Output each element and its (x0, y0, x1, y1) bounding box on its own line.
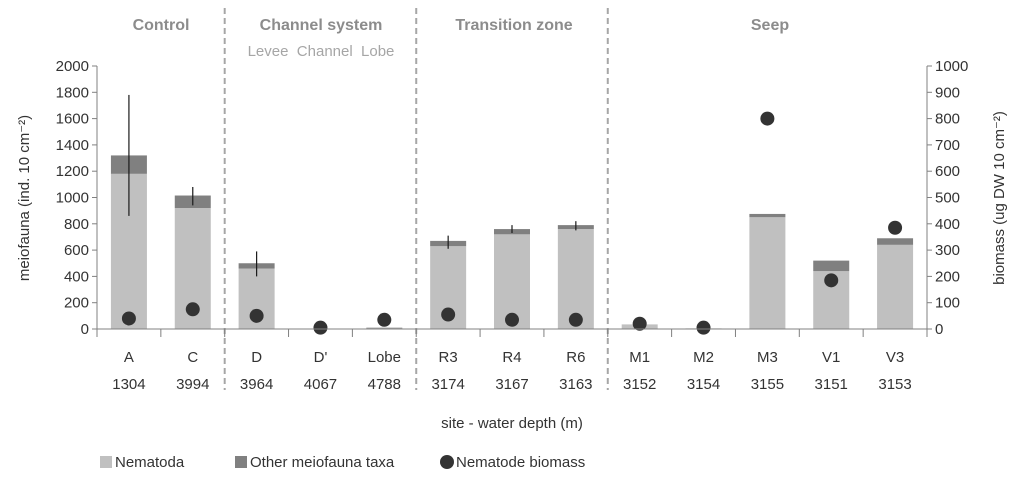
region-label: Transition zone (455, 17, 572, 34)
biomass-point (888, 220, 903, 235)
biomass-point (696, 320, 711, 335)
region-sublabel: Levee Channel Lobe (248, 43, 395, 60)
x-tick-depth-label: 3151 (815, 376, 848, 393)
x-tick-depth-label: 3154 (687, 376, 720, 393)
x-tick-depth-label: 1304 (112, 376, 145, 393)
left-y-tick-labels: 0 200 400 600 800 1000 1200 1400 1600 1800 2000 (56, 58, 89, 338)
bars (110, 155, 914, 329)
y-right-tick-label: 100 (935, 295, 960, 312)
biomass-point (441, 307, 456, 322)
y-right-tick-label: 0 (935, 321, 943, 338)
x-tick-site-label: R3 (439, 349, 458, 366)
axes (92, 65, 932, 337)
region-dividers (223, 8, 609, 390)
legend: Nematoda Other meiofauna taxa Nematode bio… (100, 454, 585, 471)
x-tick-site-label: A (124, 349, 134, 366)
x-tick-depth-label: 4067 (304, 376, 337, 393)
x-tick-depth-label: 3964 (240, 376, 273, 393)
x-tick-site-label: Lobe (368, 349, 401, 366)
y-right-tick-label: 900 (935, 84, 960, 101)
y-left-tick-label: 200 (64, 295, 89, 312)
x-axis-title: site - water depth (m) (441, 415, 583, 432)
x-tick-site-label: D (251, 349, 262, 366)
x-tick-site-label: M2 (693, 349, 714, 366)
y-left-tick-label: 2000 (56, 58, 89, 75)
legend-label-other: Other meiofauna taxa (250, 454, 395, 471)
y-left-tick-label: 1200 (56, 163, 89, 180)
y-left-tick-label: 400 (64, 268, 89, 285)
biomass-points (121, 111, 903, 335)
y-right-tick-label: 1000 (935, 58, 968, 75)
y-left-tick-label: 1600 (56, 111, 89, 128)
y-right-tick-label: 700 (935, 137, 960, 154)
y-right-tick-label: 200 (935, 268, 960, 285)
y-right-tick-label: 600 (935, 163, 960, 180)
y-left-tick-label: 600 (64, 242, 89, 259)
bar-other-meiofauna (877, 238, 914, 245)
x-tick-depth-label: 3152 (623, 376, 656, 393)
y-right-tick-label: 800 (935, 111, 960, 128)
y-left-tick-label: 0 (81, 321, 89, 338)
y-left-tick-label: 1000 (56, 190, 89, 207)
bar-nematoda (749, 217, 786, 329)
x-tick-site-label: V3 (886, 349, 904, 366)
biomass-point (760, 111, 775, 126)
x-tick-site-label: M1 (629, 349, 650, 366)
bar-other-meiofauna (366, 327, 403, 329)
right-y-tick-labels: 0 100 200 300 400 500 600 700 800 900 1000 (935, 58, 968, 338)
x-tick-site-label: R6 (566, 349, 585, 366)
region-label: Seep (751, 17, 789, 34)
x-tick-depth-label: 3994 (176, 376, 209, 393)
region-label: Channel system (260, 17, 383, 34)
biomass-point (249, 308, 264, 323)
biomass-point (185, 302, 200, 317)
x-tick-depth-label: 3153 (878, 376, 911, 393)
x-tick-site-label: M3 (757, 349, 778, 366)
y-right-tick-label: 500 (935, 190, 960, 207)
y-left-tick-label: 1800 (56, 84, 89, 101)
x-tick-site-label: C (187, 349, 198, 366)
x-tick-labels: A 1304 C 3994 D 3964 D' 4067 Lobe 4788 R3 3174 R4 316… (112, 349, 912, 393)
legend-swatch-other (235, 456, 247, 468)
bar-other-meiofauna (749, 213, 786, 218)
biomass-point (632, 316, 647, 331)
biomass-point (568, 312, 583, 327)
legend-label-biomass: Nematode biomass (456, 454, 585, 471)
biomass-point (121, 311, 136, 326)
y-right-tick-label: 300 (935, 242, 960, 259)
biomass-point (505, 312, 519, 327)
y-right-tick-label: 400 (935, 216, 960, 233)
bar-nematoda (557, 229, 594, 329)
region-labels: Control Channel system Levee Channel Lobe T… (133, 17, 790, 60)
bar-nematoda (877, 244, 914, 329)
x-tick-depth-label: 3155 (751, 376, 784, 393)
region-label: Control (133, 17, 190, 34)
y-left-tick-label: 1400 (56, 137, 89, 154)
error-bars (128, 94, 577, 277)
biomass-point (377, 312, 392, 327)
x-tick-site-label: D' (314, 349, 328, 366)
x-tick-depth-label: 4788 (368, 376, 401, 393)
x-tick-depth-label: 3167 (495, 376, 528, 393)
y-axis-left-title: meiofauna (ind. 10 cm⁻²) (16, 115, 33, 281)
y-left-tick-label: 800 (64, 216, 89, 233)
biomass-point (824, 273, 839, 288)
legend-label-nematoda: Nematoda (115, 454, 185, 471)
x-tick-site-label: V1 (822, 349, 840, 366)
y-axis-right-title: biomass (ug DW 10 cm⁻²) (991, 111, 1008, 285)
x-tick-depth-label: 3174 (431, 376, 464, 393)
x-tick-site-label: R4 (502, 349, 521, 366)
bar-other-meiofauna (813, 260, 850, 272)
biomass-point (313, 320, 328, 335)
legend-swatch-nematoda (100, 456, 112, 468)
legend-marker-biomass (440, 455, 454, 469)
x-tick-depth-label: 3163 (559, 376, 592, 393)
